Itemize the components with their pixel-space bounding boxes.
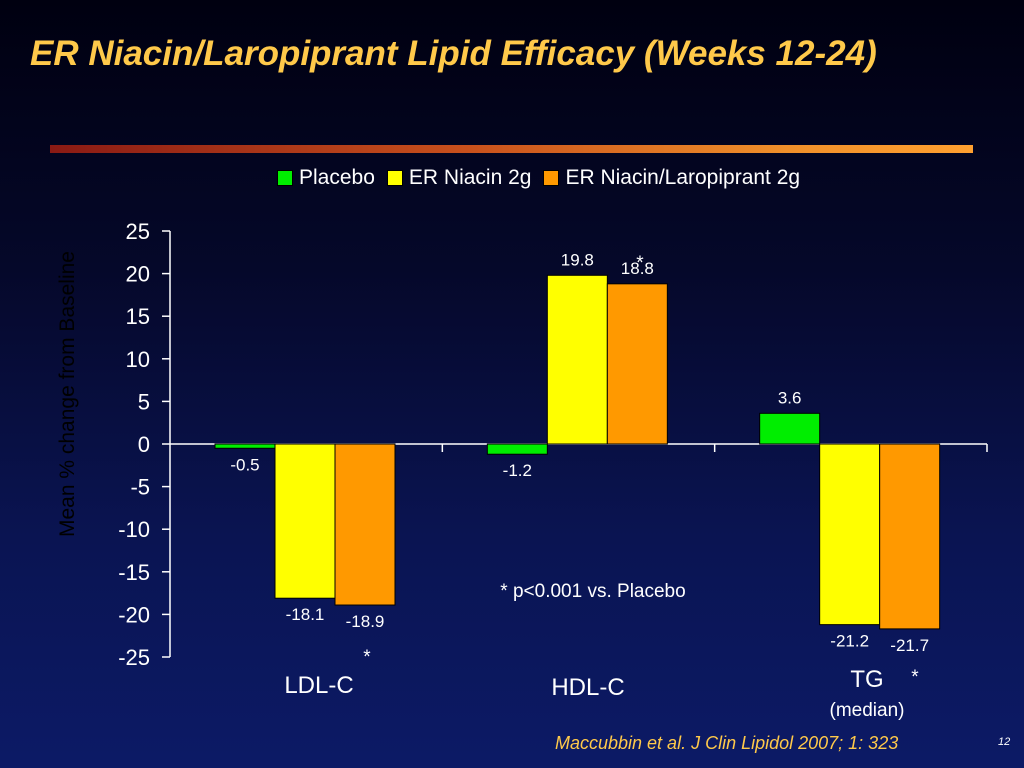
bar-placebo-hdl-c [486,443,548,455]
legend-item-er-niacin: ER Niacin 2g [386,166,532,190]
category-label: HDL-C [551,674,624,701]
data-label: -21.2 [830,632,869,651]
chart-legend: Placebo ER Niacin 2g ER Niacin/Laropipra… [277,165,812,191]
legend-item-er-niacin-laropiprant: ER Niacin/Laropiprant 2g [543,166,800,190]
legend-label-er-niacin: ER Niacin 2g [408,166,532,189]
category-label: LDL-C [284,672,353,699]
y-tick-label: -5 [130,475,150,500]
data-label: -18.1 [286,605,325,624]
y-tick-label: -20 [118,602,150,627]
slide-title: ER Niacin/Laropiprant Lipid Efficacy (We… [30,34,877,73]
y-tick-label: 25 [126,219,150,244]
bar-er-niacin-laropiprant-2g-ldl-c [334,443,396,606]
category-note: (median) [830,700,905,721]
y-tick-label: 15 [126,304,150,329]
y-axis-title: Mean % change from Baseline [56,251,79,537]
significance-mark: * [911,667,919,688]
bar-placebo-tg [759,412,821,445]
data-label: -0.5 [230,455,259,474]
significance-mark: * [636,253,644,274]
data-label: -18.9 [346,612,385,631]
y-tick-label: 0 [138,432,150,457]
bar-placebo-ldl-c [214,443,276,449]
significance-mark: * [363,647,371,668]
data-label: 3.6 [778,388,802,407]
legend-swatch-er-niacin [386,170,403,186]
legend-swatch-placebo [277,170,293,186]
legend-label-placebo: Placebo [299,166,375,189]
bar-er-niacin-2g-hdl-c [546,274,608,445]
bar-er-niacin-laropiprant-2g-tg [879,443,941,630]
category-label: TG [850,666,883,693]
y-tick-label: 10 [126,347,150,372]
bar-er-niacin-2g-tg [819,443,881,626]
legend-label-er-niacin-laropiprant: ER Niacin/Laropiprant 2g [565,166,801,189]
data-label: 19.8 [561,250,594,269]
page-number: 12 [998,736,1011,748]
legend-swatch-er-niacin-laropiprant [543,170,560,186]
footnote: * p<0.001 vs. Placebo [500,581,685,602]
legend-item-placebo: Placebo [277,166,375,190]
data-label: -21.7 [890,636,929,655]
data-label: -1.2 [503,461,532,480]
citation: Maccubbin et al. J Clin Lipidol 2007; 1:… [555,733,899,753]
bar-er-niacin-2g-ldl-c [274,443,336,599]
y-tick-label: -10 [118,517,150,542]
bar-er-niacin-laropiprant-2g-hdl-c [606,283,668,445]
y-tick-label: -25 [118,645,150,670]
data-label: 18.8 [621,259,654,278]
y-tick-label: 20 [126,262,150,287]
y-tick-label: -15 [118,560,150,585]
y-tick-label: 5 [138,389,150,414]
title-divider [50,145,973,153]
